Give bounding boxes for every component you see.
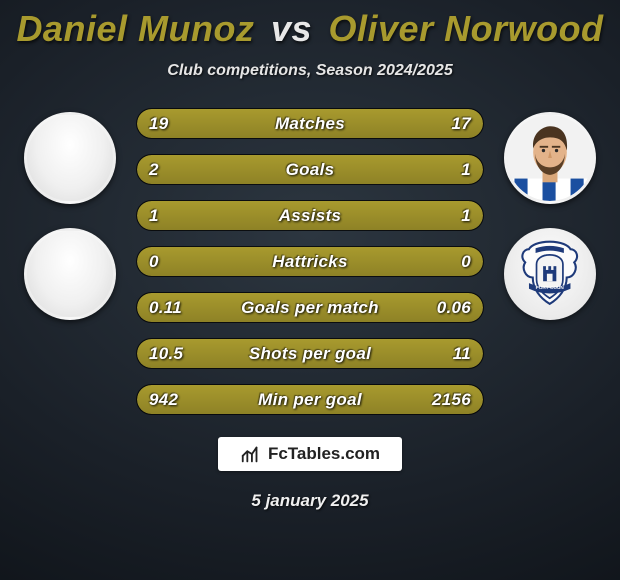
title-player1: Daniel Munoz: [16, 8, 254, 49]
stat-row: 942 Min per goal 2156: [136, 384, 484, 415]
stat-row: 0 Hattricks 0: [136, 246, 484, 277]
title-vs: vs: [271, 8, 312, 49]
stat-label: Matches: [275, 114, 345, 134]
stat-value-right: 2156: [432, 390, 471, 410]
svg-text:PORT COUN: PORT COUN: [536, 285, 565, 290]
stat-label: Goals per match: [241, 298, 379, 318]
stat-value-left: 1: [149, 206, 159, 226]
date-text: 5 january 2025: [251, 491, 368, 511]
stat-bars: 19Matches172Goals11Assists10Hattricks00.…: [130, 108, 490, 415]
stat-value-right: 0.06: [437, 298, 471, 318]
face-icon: [507, 115, 593, 201]
stat-value-left: 0.11: [149, 298, 182, 318]
subtitle: Club competitions, Season 2024/2025: [167, 62, 452, 80]
chart-icon: [240, 443, 262, 465]
stat-row: 0.11 Goals per match 0.06: [136, 292, 484, 323]
brand-text: FcTables.com: [268, 444, 380, 464]
brand-badge: FcTables.com: [218, 437, 402, 471]
stat-label: Assists: [279, 206, 342, 226]
stat-value-left: 19: [149, 114, 169, 134]
comparison-card: Daniel Munoz vs Oliver Norwood Club comp…: [0, 0, 620, 580]
stat-value-left: 942: [149, 390, 178, 410]
stat-value-right: 17: [451, 114, 471, 134]
player1-side: [10, 108, 130, 320]
crest-icon: PORT COUN: [512, 236, 587, 311]
stat-value-right: 1: [461, 160, 471, 180]
stat-row: 1 Assists 1: [136, 200, 484, 231]
player2-avatar: [504, 112, 596, 204]
main-row: 19Matches172Goals11Assists10Hattricks00.…: [0, 108, 620, 415]
stat-value-right: 11: [453, 344, 471, 364]
stat-value-left: 10.5: [149, 344, 183, 364]
player2-side: PORT COUN: [490, 108, 610, 320]
player1-avatar: [24, 112, 116, 204]
stat-label: Shots per goal: [249, 344, 371, 364]
stat-row: 2 Goals 1: [136, 154, 484, 185]
stat-value-right: 0: [461, 252, 471, 272]
player1-club-crest: [24, 228, 116, 320]
player2-club-crest: PORT COUN: [504, 228, 596, 320]
title-player2: Oliver Norwood: [329, 8, 604, 49]
stat-value-left: 2: [149, 160, 159, 180]
stat-value-right: 1: [461, 206, 471, 226]
stat-label: Min per goal: [258, 390, 362, 410]
stat-label: Hattricks: [272, 252, 347, 272]
stat-row: 19 Matches 17: [136, 108, 484, 139]
stat-label: Goals: [286, 160, 335, 180]
stat-row: 10.5 Shots per goal 11: [136, 338, 484, 369]
page-title: Daniel Munoz vs Oliver Norwood: [16, 8, 603, 50]
stat-value-left: 0: [149, 252, 159, 272]
